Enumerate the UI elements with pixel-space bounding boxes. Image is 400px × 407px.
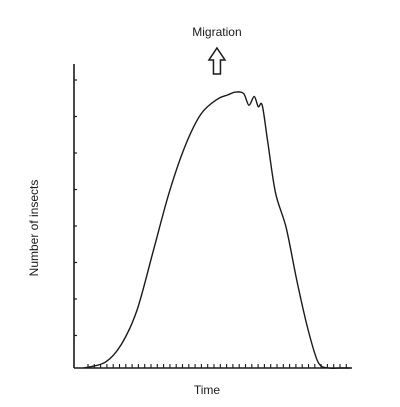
- migration-label: Migration: [192, 25, 241, 39]
- population-curve: [83, 91, 350, 370]
- y-axis-label: Number of insects: [27, 180, 41, 277]
- migration-annotation: Migration: [192, 25, 242, 75]
- migration-arrow-icon: [207, 46, 227, 75]
- x-axis-label: Time: [194, 383, 221, 397]
